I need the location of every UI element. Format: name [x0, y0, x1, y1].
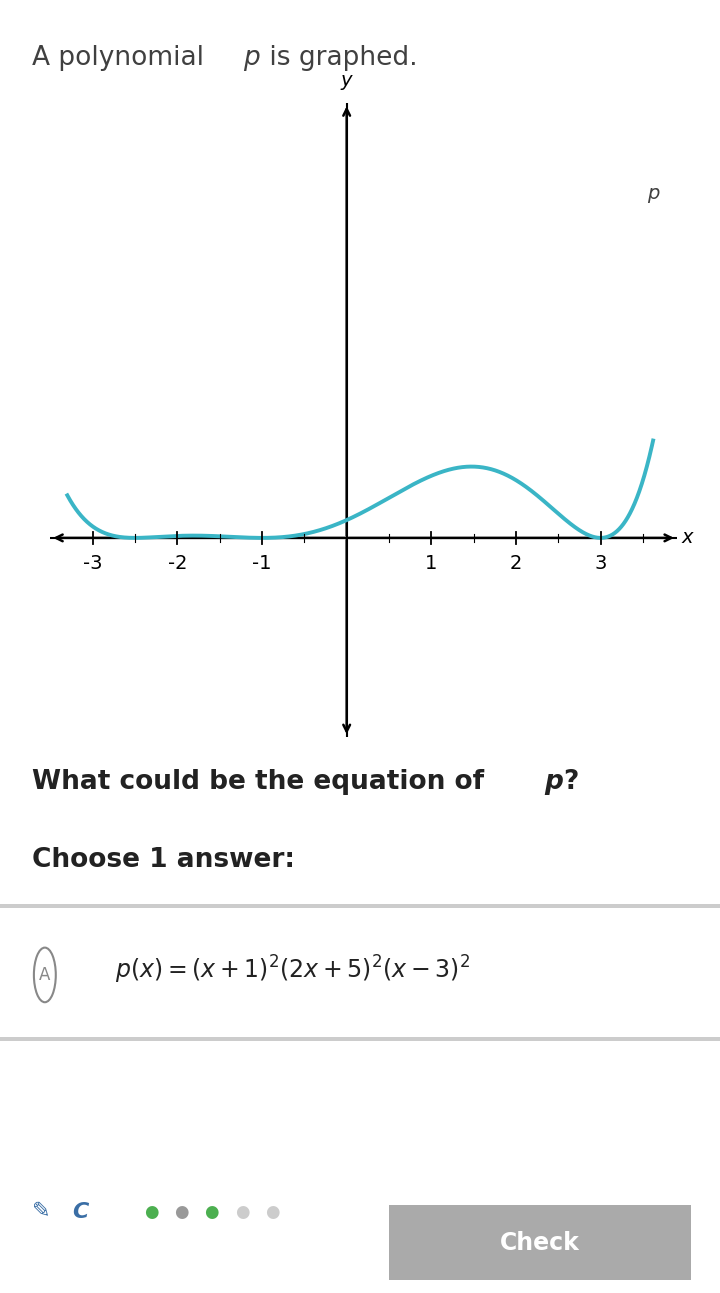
Text: What could be the equation of: What could be the equation of — [32, 769, 494, 795]
Text: A: A — [39, 966, 50, 984]
FancyBboxPatch shape — [377, 1202, 703, 1283]
Text: C: C — [72, 1201, 89, 1222]
Text: ✎: ✎ — [32, 1201, 51, 1222]
Text: p: p — [647, 185, 660, 203]
Text: y: y — [341, 71, 352, 89]
Text: ?: ? — [563, 769, 578, 795]
Text: ●: ● — [144, 1202, 158, 1221]
Text: 1: 1 — [425, 555, 438, 573]
Text: -3: -3 — [83, 555, 102, 573]
Text: Choose 1 answer:: Choose 1 answer: — [32, 847, 295, 873]
Text: x: x — [681, 529, 693, 547]
Text: 3: 3 — [595, 555, 607, 573]
Text: ●: ● — [174, 1202, 189, 1221]
Text: p: p — [544, 769, 563, 795]
Text: p: p — [243, 45, 260, 71]
Text: -1: -1 — [252, 555, 271, 573]
Text: Check: Check — [500, 1231, 580, 1254]
Text: ●: ● — [265, 1202, 279, 1221]
Text: $p(x) = (x + 1)^2(2x + 5)^2(x - 3)^2$: $p(x) = (x + 1)^2(2x + 5)^2(x - 3)^2$ — [115, 954, 470, 985]
Text: A polynomial: A polynomial — [32, 45, 213, 71]
Text: ●: ● — [235, 1202, 249, 1221]
Text: 2: 2 — [510, 555, 522, 573]
Text: -2: -2 — [168, 555, 187, 573]
Text: is graphed.: is graphed. — [261, 45, 418, 71]
Text: ●: ● — [204, 1202, 219, 1221]
